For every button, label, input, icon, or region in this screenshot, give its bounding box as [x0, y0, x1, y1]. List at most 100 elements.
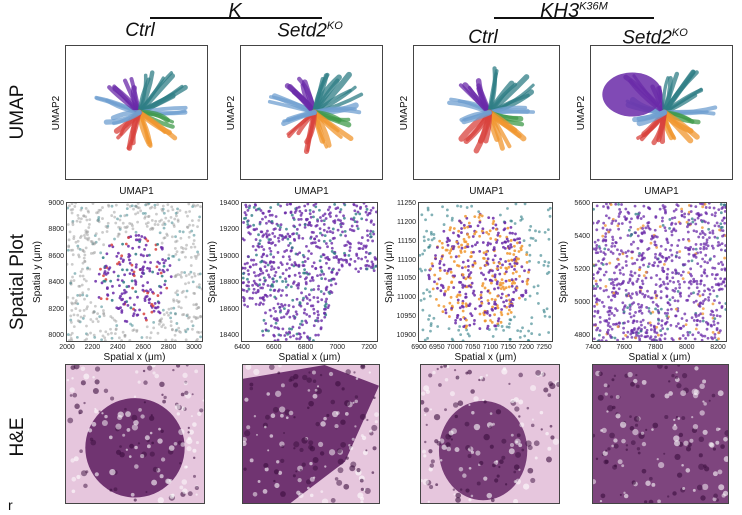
spatial-xtick: 7200	[518, 344, 534, 351]
umap-ylabel: UMAP2	[51, 95, 62, 130]
spatial-ytick: 5600	[574, 200, 590, 207]
spatial-xtick: 7800	[647, 344, 664, 351]
umap-panel	[413, 45, 560, 180]
spatial-panel	[592, 202, 727, 342]
umap-xlabel: UMAP1	[469, 186, 504, 197]
spatial-ytick: 8600	[48, 252, 64, 260]
spatial-panel	[66, 202, 203, 342]
row-label-he: H&E	[7, 417, 28, 457]
spatial-xtick: 8200	[710, 344, 726, 351]
condition-ctrl-kh3: Ctrl	[408, 27, 558, 49]
he-panel	[242, 364, 380, 504]
spatial-ytick: 8200	[48, 305, 64, 313]
condition-base: Setd2	[622, 27, 672, 49]
spatial-ytick: 19200	[219, 226, 239, 234]
group-kh3-line	[494, 17, 654, 19]
umap-plot	[447, 66, 536, 154]
umap-cluster-fan	[463, 110, 492, 122]
spatial-ylabel: Spatial y (μm)	[384, 241, 395, 303]
umap-xlabel: UMAP1	[294, 186, 329, 197]
spatial-ytick: 8400	[48, 279, 64, 287]
group-k-label: K	[228, 0, 242, 22]
group-kh3-sup: K36M	[579, 0, 608, 13]
group-kh3-label: KH3K36M	[494, 0, 654, 23]
spatial-panel	[418, 202, 553, 342]
spatial-xtick: 7600	[616, 344, 633, 351]
spatial-plot	[419, 203, 552, 341]
umap-xlabel: UMAP1	[644, 186, 679, 197]
spatial-xtick: 7200	[361, 344, 377, 351]
spatial-xlabel: Spatial x (μm)	[278, 352, 341, 363]
spatial-ytick: 8800	[48, 226, 64, 234]
spatial-ytick: 5200	[574, 266, 590, 273]
spatial-xtick: 8000	[678, 344, 695, 351]
umap-plot	[602, 69, 718, 146]
umap-ylabel: UMAP2	[399, 95, 410, 130]
spatial-ytick: 19000	[219, 252, 239, 260]
spatial-plot	[242, 203, 377, 341]
spatial-ylabel: Spatial y (μm)	[32, 241, 43, 303]
condition-base: Setd2	[277, 20, 327, 42]
spatial-ytick: 11050	[397, 275, 416, 283]
spatial-xtick: 7250	[536, 344, 552, 351]
umap-plot	[94, 70, 188, 151]
spatial-ytick: 18400	[219, 332, 239, 339]
spatial-ytick: 19400	[219, 200, 239, 207]
umap-cluster-fan	[112, 110, 142, 126]
spatial-xtick: 2000	[59, 344, 75, 351]
spatial-ytick: 10950	[396, 313, 416, 321]
umap-panel	[65, 45, 208, 180]
spatial-xtick: 6950	[429, 344, 445, 351]
spatial-xtick: 6400	[234, 344, 250, 351]
umap-xlabel: UMAP1	[119, 186, 154, 197]
he-panel	[592, 364, 729, 504]
umap-cluster-fan	[281, 109, 317, 127]
he-image	[243, 365, 379, 503]
umap-ylabel: UMAP2	[226, 95, 237, 130]
spatial-ylabel: Spatial y (μm)	[558, 241, 569, 303]
spatial-ylabel: Spatial y (μm)	[207, 241, 218, 303]
spatial-xtick: 2600	[135, 344, 151, 351]
umap-ylabel: UMAP2	[576, 95, 587, 130]
umap-cluster-fan	[632, 109, 667, 123]
he-image	[593, 365, 728, 503]
umap-panel	[240, 45, 383, 180]
spatial-xtick: 6800	[297, 344, 314, 351]
spatial-xlabel: Spatial x (μm)	[628, 352, 691, 363]
spatial-ytick: 11250	[397, 200, 416, 207]
he-panel	[420, 364, 560, 504]
spatial-xtick: 7400	[585, 344, 601, 351]
spatial-ytick: 11100	[397, 256, 416, 264]
spatial-xtick: 7150	[500, 344, 517, 351]
condition-setd2-k: Setd2KO	[235, 20, 385, 42]
he-panel	[65, 364, 205, 504]
condition-setd2-kh3: Setd2KO	[580, 27, 730, 49]
spatial-ytick: 5400	[574, 233, 590, 240]
he-image	[66, 365, 204, 503]
spatial-ytick: 8000	[48, 332, 64, 339]
spatial-plot	[67, 203, 202, 341]
spatial-xtick: 7050	[464, 344, 481, 351]
spatial-plot	[593, 203, 726, 341]
umap-plot	[267, 71, 364, 154]
condition-sup: KO	[326, 20, 343, 32]
spatial-xtick: 7000	[446, 344, 463, 351]
group-k-line	[150, 17, 322, 19]
spatial-ytick: 4800	[574, 332, 590, 339]
spatial-xtick: 2400	[110, 344, 126, 351]
condition-base: Ctrl	[125, 20, 155, 41]
spatial-xtick: 7000	[329, 344, 346, 351]
he-image	[421, 365, 559, 503]
spatial-ytick: 9000	[48, 200, 64, 207]
spatial-xlabel: Spatial x (μm)	[103, 352, 166, 363]
spatial-ytick: 10900	[396, 332, 416, 339]
spatial-ytick: 11150	[397, 237, 416, 245]
spatial-xlabel: Spatial x (μm)	[454, 352, 517, 363]
row-label-spatial: Spatial Plot	[7, 233, 28, 331]
spatial-ytick: 11200	[397, 218, 416, 226]
spatial-xtick: 2800	[160, 344, 177, 351]
umap-dense-cluster	[602, 72, 663, 117]
spatial-ytick: 18800	[219, 279, 239, 287]
condition-ctrl-k: Ctrl	[65, 20, 215, 42]
spatial-ytick: 18600	[219, 305, 239, 313]
